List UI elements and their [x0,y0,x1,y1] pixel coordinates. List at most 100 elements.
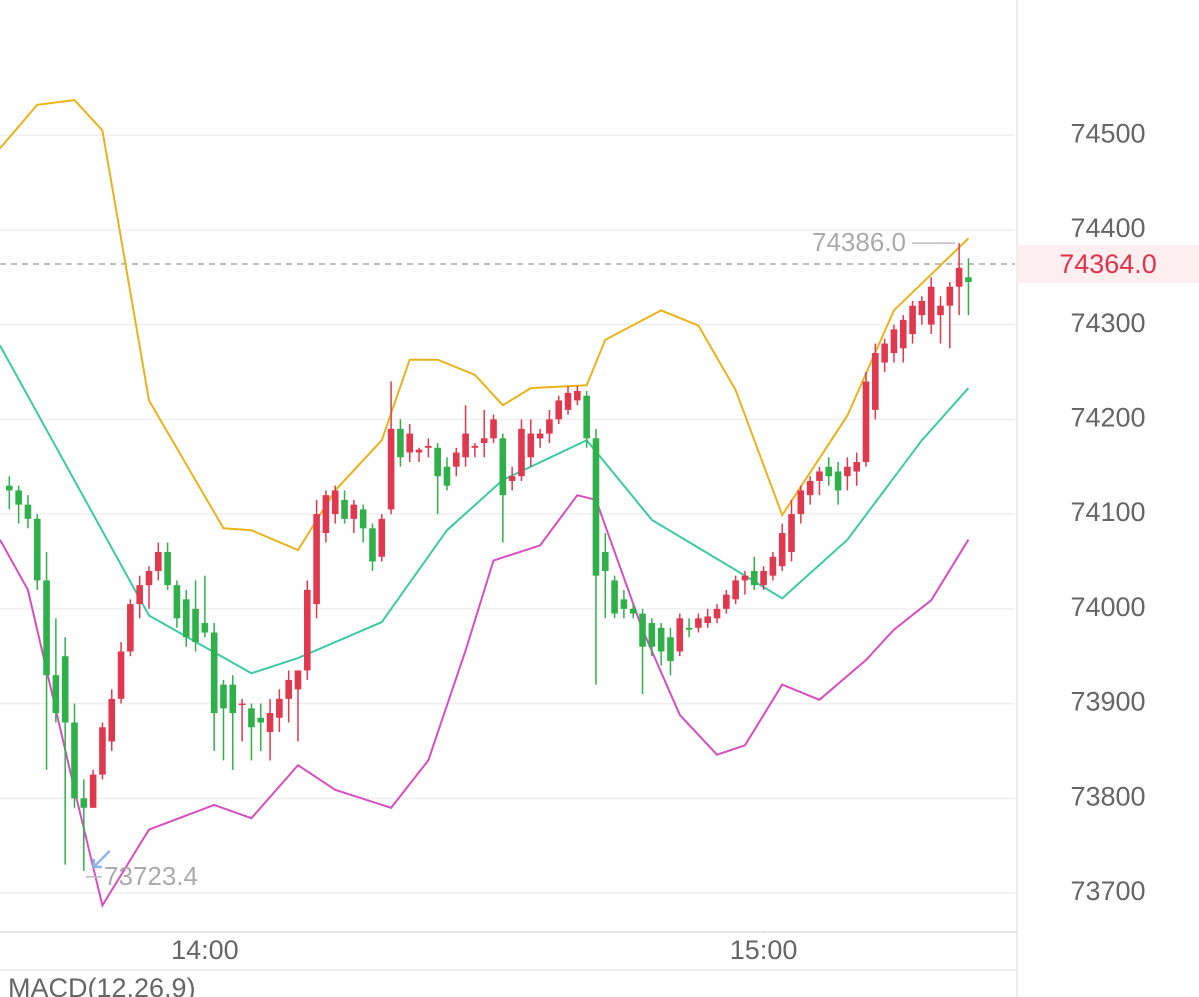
candle-body [750,570,758,586]
candle-body [629,608,637,614]
candle-body [220,684,227,709]
candle-body [397,428,404,458]
candle-body [434,447,441,477]
candle-body [955,267,963,287]
candle-body [257,717,265,723]
candle-body [527,433,535,458]
candle-body [164,552,171,586]
candle-body [6,485,13,491]
candle-body [890,329,898,354]
candle-body [769,556,777,576]
candle-body [322,495,330,534]
candle-body [667,637,674,661]
candle-body [592,438,600,576]
candle-body [285,679,292,699]
candle-body [406,433,414,453]
y-tick-label: 73800 [1070,781,1145,811]
candle-body [788,514,795,552]
candle-body [192,608,199,642]
candle-body [136,585,143,605]
candle-body [909,305,916,335]
candle-body [927,286,935,325]
candle-body [155,552,162,571]
candle-body [61,656,69,723]
candle-body [574,390,581,401]
candle-body [778,533,786,567]
indicator-label: MACD(12,26,9) [8,973,196,997]
candle-body [853,462,860,472]
candle-body [816,471,823,481]
candle-body [508,476,516,481]
y-tick-label: 74300 [1070,308,1145,338]
x-tick-label: 15:00 [730,935,798,965]
candle-body [425,445,432,448]
candle-body [862,381,870,462]
candle-body [229,684,237,714]
candle-body [546,419,553,434]
candle-body [276,698,283,718]
candle-body [108,698,116,742]
candle-body [834,471,842,491]
candle-body [369,528,376,562]
candle-body [806,480,814,496]
candle-body [564,392,572,410]
candle-body [462,433,469,458]
candle-body [676,618,684,652]
last-price-tag [1018,245,1199,283]
candle-body [89,774,97,808]
candle-body [341,499,348,519]
candle-body [52,675,60,714]
candle-body [657,627,665,652]
candle-body [331,490,339,515]
candle-body [182,599,190,638]
candle-body [201,623,209,633]
candle-body [639,613,646,647]
candle-body [536,433,544,439]
candle-body [145,570,153,586]
candle-body [741,575,749,581]
candle-body [872,353,879,410]
candle-body [80,798,88,808]
candle-body [452,452,460,467]
high-label: 74386.0 [812,227,906,257]
candle-body [918,300,926,316]
candle-body [303,589,311,671]
candle-body [490,419,497,439]
low-label: 73723.4 [104,861,198,891]
y-tick-label: 74100 [1070,497,1145,527]
candle-body [415,449,423,453]
candle-body [946,286,954,306]
candle-body [387,428,395,510]
candle-body [43,580,50,676]
candle-body [480,438,488,444]
candle-body [33,518,41,581]
candle-body [648,623,656,647]
candle-body [620,599,628,609]
candle-body [238,703,246,706]
y-tick-label: 73700 [1070,876,1145,906]
candle-body [443,466,451,486]
candle-body [378,518,386,557]
band-line [0,494,970,908]
candle-body [937,305,944,316]
candle-body [825,466,833,477]
x-tick-label: 14:00 [171,935,239,965]
candle-body [695,618,702,628]
y-tick-label: 74000 [1070,592,1145,622]
candle-body [732,580,739,600]
candle-body [881,343,888,363]
candle-body [117,651,125,699]
y-tick-label: 74400 [1070,213,1145,243]
candle-body [248,708,255,728]
y-tick-label: 73900 [1070,687,1145,717]
candle-body [704,616,712,624]
candle-body [359,509,367,529]
y-tick-label: 74500 [1070,118,1145,148]
candle-body [24,504,32,519]
candle-body [173,585,181,619]
candle-body [685,627,693,630]
candle-body [313,514,320,605]
band-line [0,345,970,675]
y-tick-label: 74200 [1070,402,1145,432]
